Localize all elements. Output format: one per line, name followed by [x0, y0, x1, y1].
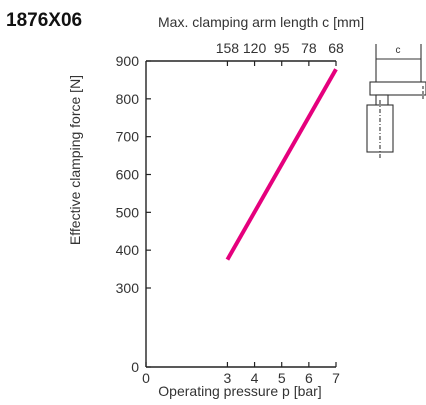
x-tick-label: 6: [305, 370, 313, 386]
chart-title: 1876X06: [6, 10, 82, 31]
x-tick-label: 5: [278, 370, 286, 386]
series-line: [225, 68, 338, 261]
clamping-arm: [369, 81, 426, 96]
top-tick-label: 158: [216, 40, 240, 56]
top-axis-title: Max. clamping arm length c [mm]: [158, 14, 364, 30]
top-tick-label: 78: [301, 40, 317, 56]
y-axis-title: Effective clamping force [N]: [67, 75, 83, 245]
tick-group: 0 300 400 500 600 700 800 900 0 3 4 5 6 7 158 120 95 78 68: [116, 40, 344, 386]
top-tick-label: 95: [274, 40, 290, 56]
y-tick-label: 400: [116, 242, 140, 258]
x-tick-label: 4: [251, 370, 259, 386]
x-tick-label: 3: [224, 370, 232, 386]
x-tick-label: 7: [332, 370, 340, 386]
y-tick-label: 600: [116, 167, 140, 183]
y-tick-label: 500: [116, 204, 140, 220]
top-tick-label: 120: [243, 40, 267, 56]
x-tick-label: 0: [142, 370, 150, 386]
series-group: [225, 68, 338, 261]
x-axis-title: Operating pressure p [bar]: [158, 383, 321, 399]
top-tick-label: 68: [328, 40, 344, 56]
y-tick-label: 800: [116, 91, 140, 107]
dimension-label: c: [396, 45, 401, 56]
y-tick-label: 300: [116, 280, 140, 296]
y-tick-label: 700: [116, 129, 140, 145]
y-tick-label: 0: [131, 359, 139, 375]
clamp-diagram: [366, 44, 426, 160]
arm-neck: [375, 94, 389, 106]
y-tick-label: 900: [116, 53, 140, 69]
